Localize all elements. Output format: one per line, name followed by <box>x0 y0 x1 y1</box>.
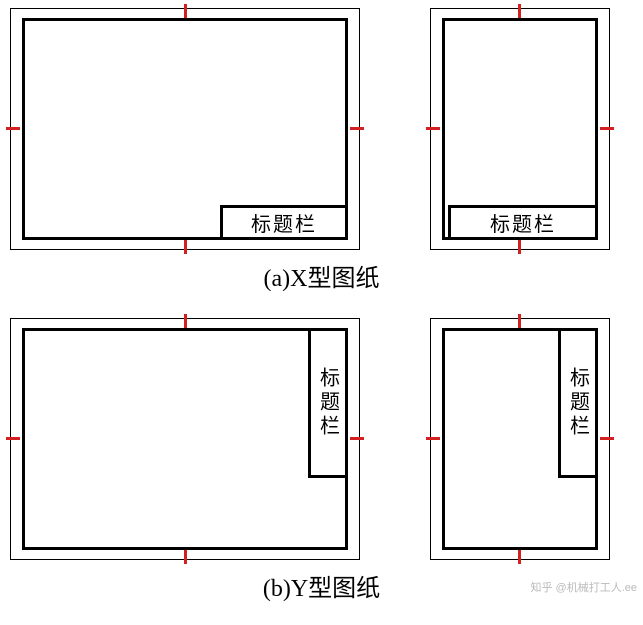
caption-a: (a)X型图纸 <box>0 258 643 293</box>
centering-mark <box>518 550 521 564</box>
centering-mark <box>518 4 521 18</box>
centering-mark <box>6 437 20 440</box>
title-block-label: 标题栏 <box>314 367 343 439</box>
centering-mark <box>184 240 187 254</box>
title-block-label: 标题栏 <box>251 208 317 237</box>
centering-mark <box>426 127 440 130</box>
title-block-label: 标题栏 <box>564 367 593 439</box>
title-block-label: 标题栏 <box>490 208 556 237</box>
watermark: 知乎 @机械打工人.ee <box>530 579 637 595</box>
title-block: 标题栏 <box>448 205 598 240</box>
centering-mark <box>426 437 440 440</box>
centering-mark <box>184 4 187 18</box>
centering-mark <box>600 437 614 440</box>
centering-mark <box>184 550 187 564</box>
title-block: 标题栏 <box>308 328 348 478</box>
inner-frame <box>22 328 348 550</box>
centering-mark <box>518 240 521 254</box>
centering-mark <box>6 127 20 130</box>
section-b: 标题栏 标题栏 (b)Y型图纸 知乎 @机械打工人.ee <box>0 310 643 625</box>
centering-mark <box>518 314 521 328</box>
centering-mark <box>350 437 364 440</box>
centering-mark <box>600 127 614 130</box>
centering-mark <box>184 314 187 328</box>
section-a: 标题栏 标题栏 (a)X型图纸 <box>0 0 643 300</box>
title-block: 标题栏 <box>558 328 598 478</box>
centering-mark <box>350 127 364 130</box>
title-block: 标题栏 <box>220 205 348 240</box>
